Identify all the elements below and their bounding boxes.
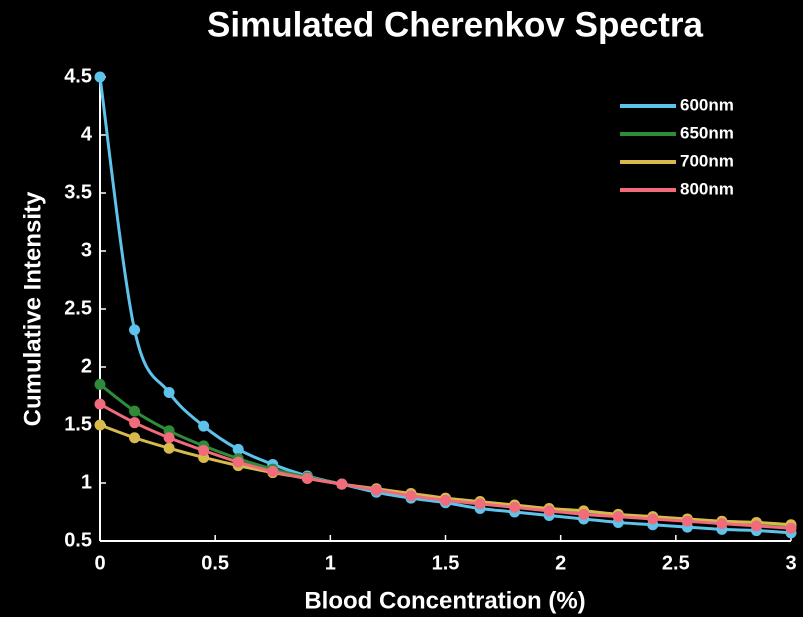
- data-point: [612, 511, 624, 523]
- data-point: [163, 387, 175, 399]
- data-point: [543, 505, 555, 517]
- data-point: [198, 445, 210, 457]
- x-tick-label: 3: [785, 552, 796, 574]
- data-point: [94, 419, 106, 431]
- data-point: [578, 508, 590, 520]
- data-point: [509, 501, 521, 513]
- data-point: [370, 484, 382, 496]
- data-point: [129, 405, 141, 417]
- y-tick-label: 3.5: [64, 181, 92, 203]
- x-tick-label: 2.5: [662, 552, 690, 574]
- legend-label: 800nm: [680, 179, 734, 198]
- series-line: [98, 76, 792, 535]
- legend-label: 600nm: [680, 95, 734, 114]
- x-tick-label: 0.5: [201, 552, 229, 574]
- data-point: [232, 443, 244, 455]
- data-point: [440, 494, 451, 506]
- data-point: [198, 420, 210, 432]
- data-point: [163, 432, 175, 444]
- data-point: [785, 522, 797, 534]
- data-point: [681, 515, 693, 527]
- data-point: [336, 478, 348, 490]
- y-tick-label: 3: [81, 239, 92, 261]
- data-point: [94, 378, 106, 390]
- x-tick-label: 0: [94, 552, 105, 574]
- y-tick-label: 4: [81, 123, 93, 145]
- data-point: [232, 456, 244, 468]
- data-point: [474, 498, 486, 510]
- data-point: [94, 71, 106, 83]
- y-tick-label: 2: [81, 355, 92, 377]
- data-point: [301, 472, 313, 484]
- chart-title: Simulated Cherenkov Spectra: [207, 5, 704, 44]
- y-tick-label: 4.5: [64, 65, 92, 87]
- x-tick-label: 2: [555, 552, 566, 574]
- x-tick-label: 1.5: [432, 552, 460, 574]
- data-point: [129, 324, 141, 336]
- data-point: [716, 518, 728, 530]
- data-point: [163, 442, 175, 454]
- x-axis-label: Blood Concentration (%): [304, 587, 585, 614]
- legend-label: 700nm: [680, 151, 734, 170]
- data-point: [647, 513, 659, 525]
- y-tick-label: 0.5: [64, 529, 92, 551]
- data-point: [405, 490, 417, 502]
- data-point: [267, 465, 279, 477]
- data-point: [129, 432, 141, 444]
- data-point: [750, 520, 762, 532]
- y-tick-label: 1: [81, 471, 92, 493]
- y-tick-label: 1.5: [64, 413, 92, 435]
- data-point: [94, 398, 106, 410]
- x-tick-label: 1: [325, 552, 336, 574]
- data-point: [129, 417, 141, 429]
- legend-label: 650nm: [680, 123, 734, 142]
- y-tick-label: 2.5: [64, 297, 92, 319]
- y-axis-label: Cumulative Intensity: [19, 191, 46, 426]
